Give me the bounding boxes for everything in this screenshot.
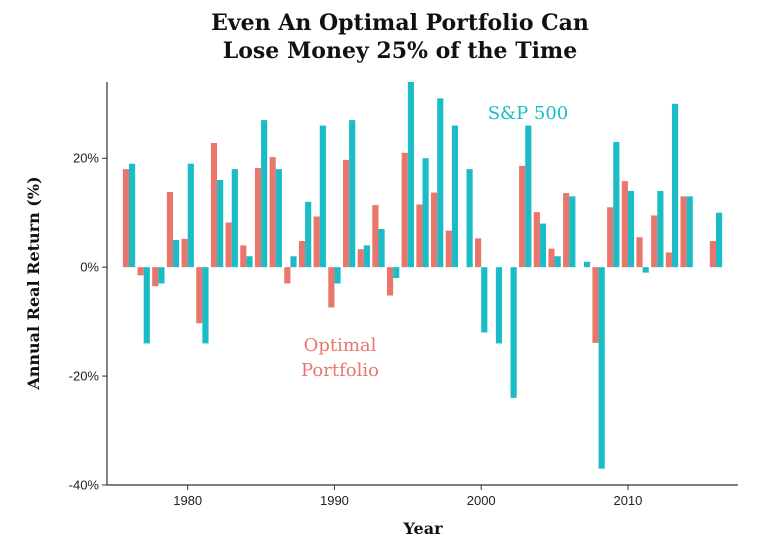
bar-sp500-2006 [569, 196, 576, 268]
bar-sp500-1988 [305, 201, 312, 268]
bar-sp500-2007 [583, 261, 591, 268]
bar-optimal-1997 [431, 192, 438, 268]
bar-sp500-2005 [554, 256, 561, 268]
bar-sp500-1979 [173, 239, 180, 268]
bar-sp500-1991 [349, 120, 356, 268]
bar-optimal-1982 [210, 142, 218, 268]
bar-optimal-2006 [563, 193, 570, 268]
bar-optimal-2004 [533, 212, 540, 268]
bar-optimal-1988 [298, 241, 306, 268]
bar-optimal-2000 [475, 238, 482, 268]
bar-sp500-1993 [378, 229, 385, 268]
y-axis-title: Annual Real Return (%) [24, 176, 43, 390]
bar-sp500-1987 [290, 256, 297, 268]
bar-optimal-1983 [225, 222, 232, 268]
bar-optimal-1989 [313, 216, 320, 268]
bar-optimal-1978 [152, 267, 159, 287]
bar-sp500-1983 [231, 169, 238, 268]
bar-optimal-1994 [386, 267, 394, 296]
bar-optimal-1986 [269, 157, 276, 268]
bar-optimal-1981 [196, 267, 203, 324]
bar-sp500-1976 [129, 163, 136, 268]
bar-sp500-2003 [525, 125, 532, 268]
sp500-series-label: S&P 500 [488, 103, 569, 124]
bar-sp500-1989 [319, 125, 326, 268]
bar-optimal-1977 [137, 267, 144, 276]
bar-optimal-1996 [416, 204, 423, 268]
bar-optimal-1993 [372, 205, 379, 268]
x-tick-label: 1980 [173, 493, 202, 508]
bar-optimal-1995 [401, 152, 408, 268]
bar-optimal-2013 [665, 252, 672, 268]
y-tick-label: -40% [69, 478, 100, 493]
bar-optimal-2016 [709, 241, 716, 268]
x-tick-label: 2010 [613, 493, 642, 508]
bar-sp500-1998 [451, 125, 459, 268]
bar-sp500-1982 [217, 180, 224, 268]
bar-sp500-1985 [261, 120, 268, 268]
bar-optimal-2008 [592, 267, 599, 343]
x-tick-label: 1990 [320, 493, 349, 508]
bar-sp500-2011 [642, 267, 649, 273]
bar-sp500-2016 [715, 212, 723, 268]
bar-optimal-1998 [445, 230, 452, 268]
x-axis-title: Year [402, 519, 443, 538]
bar-optimal-2003 [519, 165, 526, 268]
bar-sp500-1995 [407, 82, 414, 268]
bar-optimal-1984 [240, 245, 247, 268]
bar-sp500-1984 [246, 256, 253, 268]
bar-sp500-2002 [510, 267, 517, 398]
bar-optimal-1991 [342, 159, 350, 268]
bar-optimal-1979 [166, 192, 174, 268]
bar-sp500-2014 [686, 196, 693, 268]
ticks-layer: -40% -20% 0% 20% 1980 1990 2000 2010 [69, 151, 643, 508]
bars-layer [122, 82, 723, 469]
bar-optimal-2014 [680, 196, 687, 268]
x-tick-label: 2000 [467, 493, 496, 508]
bar-optimal-1976 [122, 169, 130, 268]
bar-optimal-2005 [548, 248, 555, 268]
bar-sp500-1986 [275, 169, 282, 268]
bar-optimal-1990 [328, 267, 335, 308]
bar-optimal-1987 [284, 267, 291, 284]
bar-optimal-1980 [181, 238, 188, 268]
bar-sp500-2010 [627, 190, 635, 268]
chart-title-line-1: Even An Optimal Portfolio Can [211, 10, 589, 36]
y-tick-label: -20% [69, 369, 100, 384]
bar-sp500-1996 [422, 158, 429, 268]
bar-sp500-1981 [202, 267, 209, 344]
bar-sp500-1994 [393, 267, 400, 279]
bar-optimal-1992 [357, 249, 364, 268]
bar-sp500-2013 [671, 103, 679, 268]
bar-sp500-1977 [143, 267, 150, 344]
optimal-series-label-line-2: Portfolio [301, 360, 379, 381]
bar-sp500-1980 [187, 163, 194, 268]
bar-optimal-2012 [651, 215, 658, 268]
bar-sp500-2009 [613, 141, 620, 268]
y-tick-label: 20% [73, 151, 99, 166]
bar-sp500-2001 [495, 267, 503, 344]
bar-sp500-1978 [158, 267, 165, 284]
bar-sp500-1990 [334, 267, 341, 284]
bar-sp500-1997 [437, 98, 444, 268]
y-tick-label: 0% [80, 260, 99, 275]
bar-sp500-2004 [539, 223, 547, 268]
optimal-series-label-line-1: Optimal [304, 335, 377, 356]
chart-title-line-2: Lose Money 25% of the Time [223, 38, 577, 64]
bar-optimal-2011 [636, 237, 643, 268]
bar-sp500-2012 [657, 190, 664, 268]
bar-optimal-2009 [607, 207, 614, 268]
bar-optimal-2010 [621, 181, 628, 268]
bar-sp500-1999 [466, 169, 473, 268]
bar-sp500-1992 [363, 245, 370, 268]
bar-optimal-1985 [254, 168, 262, 268]
bar-sp500-2000 [481, 267, 488, 333]
bar-sp500-2008 [598, 267, 605, 469]
